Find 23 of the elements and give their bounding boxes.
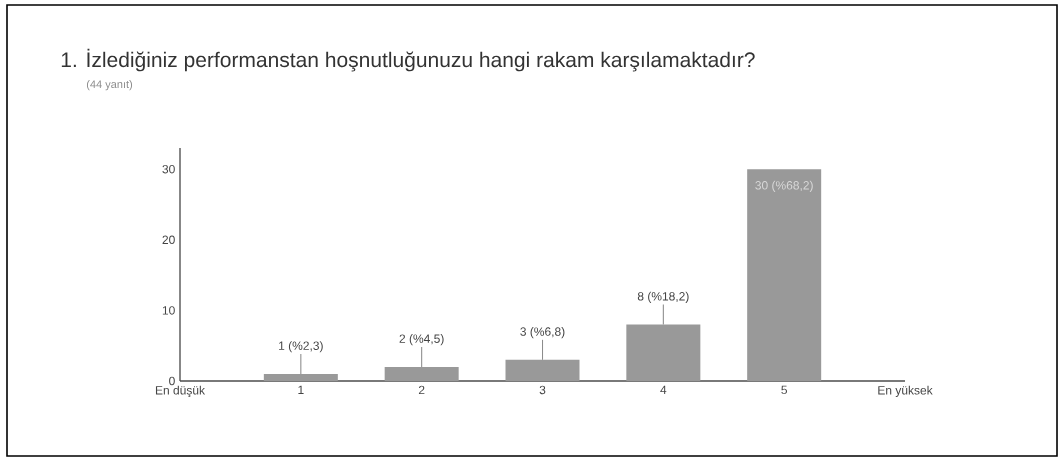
x-tick-label: En düşük: [155, 385, 206, 397]
data-label: 3 (%6,8): [520, 327, 565, 339]
y-tick-label: 0: [169, 376, 175, 386]
y-tick-label: 30: [162, 164, 175, 174]
data-label: 8 (%18,2): [637, 291, 689, 303]
bar: [747, 169, 822, 381]
bar: [384, 366, 459, 381]
x-tick-label: En yüksek: [878, 385, 933, 397]
chart-subtitle: (44 yanıt): [86, 80, 133, 91]
data-label: 30 (%68,2): [755, 180, 813, 192]
bar: [263, 373, 338, 381]
y-tick-label: 20: [162, 235, 175, 245]
data-label: 2 (%4,5): [399, 334, 444, 346]
x-tick-label: 4: [660, 385, 667, 394]
chart-title: 1. İzlediğiniz performanstan hoşnutluğunuzu hangi rakam karşılamaktadır?: [61, 48, 755, 72]
bar: [505, 359, 580, 381]
data-label: 1 (%2,3): [279, 341, 323, 353]
x-tick-label: 2: [418, 385, 425, 395]
x-tick-label: 5: [781, 385, 788, 395]
x-tick-label: 3: [539, 385, 546, 395]
y-tick-label: 10: [162, 306, 175, 315]
x-tick-label: 1: [298, 385, 304, 394]
bar: [626, 324, 701, 381]
